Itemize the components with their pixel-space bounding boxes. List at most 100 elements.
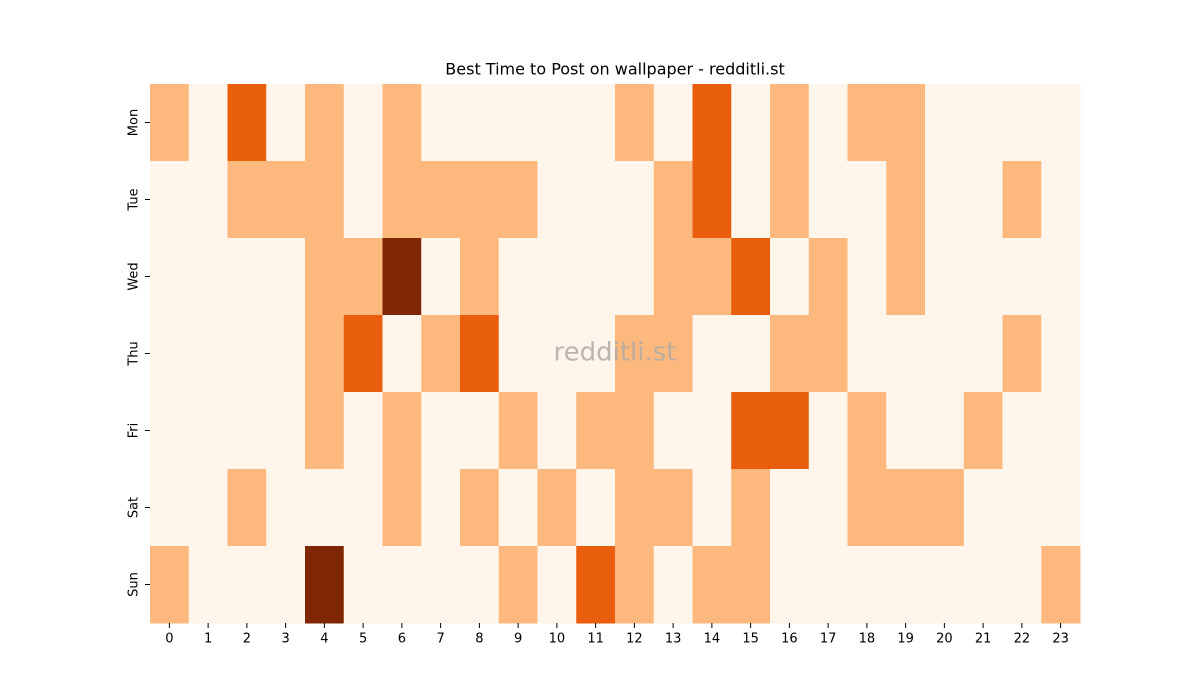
- heat-cell: [886, 392, 926, 470]
- heat-cell: [847, 392, 887, 470]
- heat-cell: [731, 315, 771, 393]
- y-tick-label: Fri: [127, 423, 142, 439]
- heat-cell: [886, 161, 926, 239]
- x-tick-label: 0: [165, 632, 173, 647]
- heat-cell: [731, 546, 771, 624]
- heat-cell: [770, 161, 810, 239]
- heat-cell: [615, 161, 655, 239]
- heat-cell: [227, 238, 267, 316]
- heat-cell: [731, 469, 771, 547]
- heat-cell: [382, 161, 422, 239]
- heat-cell: [1041, 469, 1081, 547]
- heat-cell: [498, 84, 538, 162]
- heat-cell: [808, 469, 848, 547]
- heat-cell: [925, 546, 965, 624]
- heat-cell: [498, 469, 538, 547]
- heat-cell: [925, 392, 965, 470]
- x-tick-label: 14: [704, 632, 721, 647]
- x-tick-label: 9: [514, 632, 522, 647]
- chart-title: Best Time to Post on wallpaper - redditl…: [445, 60, 784, 79]
- y-tick-label: Thu: [127, 341, 142, 366]
- y-tick-label: Mon: [127, 109, 142, 136]
- heat-cell: [925, 315, 965, 393]
- heat-cell: [343, 84, 383, 162]
- heat-cell: [266, 84, 306, 162]
- x-tick-label: 13: [665, 632, 682, 647]
- heat-cell: [847, 469, 887, 547]
- x-tick-label: 17: [820, 632, 837, 647]
- heat-cell: [150, 546, 190, 624]
- heat-cell: [615, 392, 655, 470]
- heat-cell: [770, 238, 810, 316]
- heat-cell: [188, 238, 228, 316]
- heat-cell: [498, 315, 538, 393]
- heat-cell: [692, 546, 732, 624]
- heat-cell: [537, 392, 577, 470]
- heat-cell: [498, 546, 538, 624]
- heat-cell: [615, 238, 655, 316]
- heat-cell: [963, 161, 1003, 239]
- heat-cell: [653, 392, 693, 470]
- heat-cell: [188, 161, 228, 239]
- heat-cell: [421, 161, 461, 239]
- heat-cell: [847, 84, 887, 162]
- y-tick-label: Sun: [127, 572, 142, 597]
- y-tick-label: Tue: [127, 188, 142, 211]
- heat-cell: [615, 469, 655, 547]
- heat-cell: [576, 469, 616, 547]
- x-tick-label: 4: [320, 632, 328, 647]
- heat-cell: [653, 469, 693, 547]
- heat-cell: [576, 238, 616, 316]
- heat-cell: [886, 84, 926, 162]
- heat-cell: [305, 392, 345, 470]
- heat-cell: [150, 392, 190, 470]
- heat-cell: [498, 392, 538, 470]
- heat-cell: [576, 392, 616, 470]
- heat-cell: [266, 392, 306, 470]
- heat-cell: [1041, 546, 1081, 624]
- heat-cell: [886, 469, 926, 547]
- heat-cell: [305, 238, 345, 316]
- heat-cell: [615, 315, 655, 393]
- heat-cell: [537, 84, 577, 162]
- x-tick-label: 10: [549, 632, 566, 647]
- heat-cell: [227, 84, 267, 162]
- heat-cell: [382, 546, 422, 624]
- heat-cell: [925, 238, 965, 316]
- x-tick-label: 8: [475, 632, 483, 647]
- x-tick-label: 23: [1052, 632, 1069, 647]
- heat-cell: [576, 84, 616, 162]
- heat-cell: [770, 392, 810, 470]
- heat-cell: [808, 84, 848, 162]
- x-tick-label: 12: [626, 632, 643, 647]
- heat-cell: [421, 392, 461, 470]
- heat-cell: [150, 161, 190, 239]
- heat-cell: [343, 469, 383, 547]
- heat-cell: [382, 392, 422, 470]
- heat-cell: [1041, 392, 1081, 470]
- heat-cell: [150, 84, 190, 162]
- heat-cell: [343, 315, 383, 393]
- heat-cell: [731, 161, 771, 239]
- heat-cell: [615, 546, 655, 624]
- heat-cell: [382, 238, 422, 316]
- heat-cell: [266, 546, 306, 624]
- heat-cell: [305, 546, 345, 624]
- heat-cell: [770, 315, 810, 393]
- heat-cell: [305, 161, 345, 239]
- x-tick-label: 2: [243, 632, 251, 647]
- x-tick-label: 19: [897, 632, 914, 647]
- heat-cell: [460, 392, 500, 470]
- heat-cell: [460, 238, 500, 316]
- heat-cell: [498, 161, 538, 239]
- heat-cell: [770, 546, 810, 624]
- heat-cell: [460, 161, 500, 239]
- heat-cell: [1002, 469, 1042, 547]
- heat-cell: [653, 315, 693, 393]
- heat-cell: [382, 469, 422, 547]
- heat-cell: [343, 546, 383, 624]
- heat-cell: [770, 469, 810, 547]
- heat-cell: [847, 238, 887, 316]
- x-tick-label: 15: [742, 632, 759, 647]
